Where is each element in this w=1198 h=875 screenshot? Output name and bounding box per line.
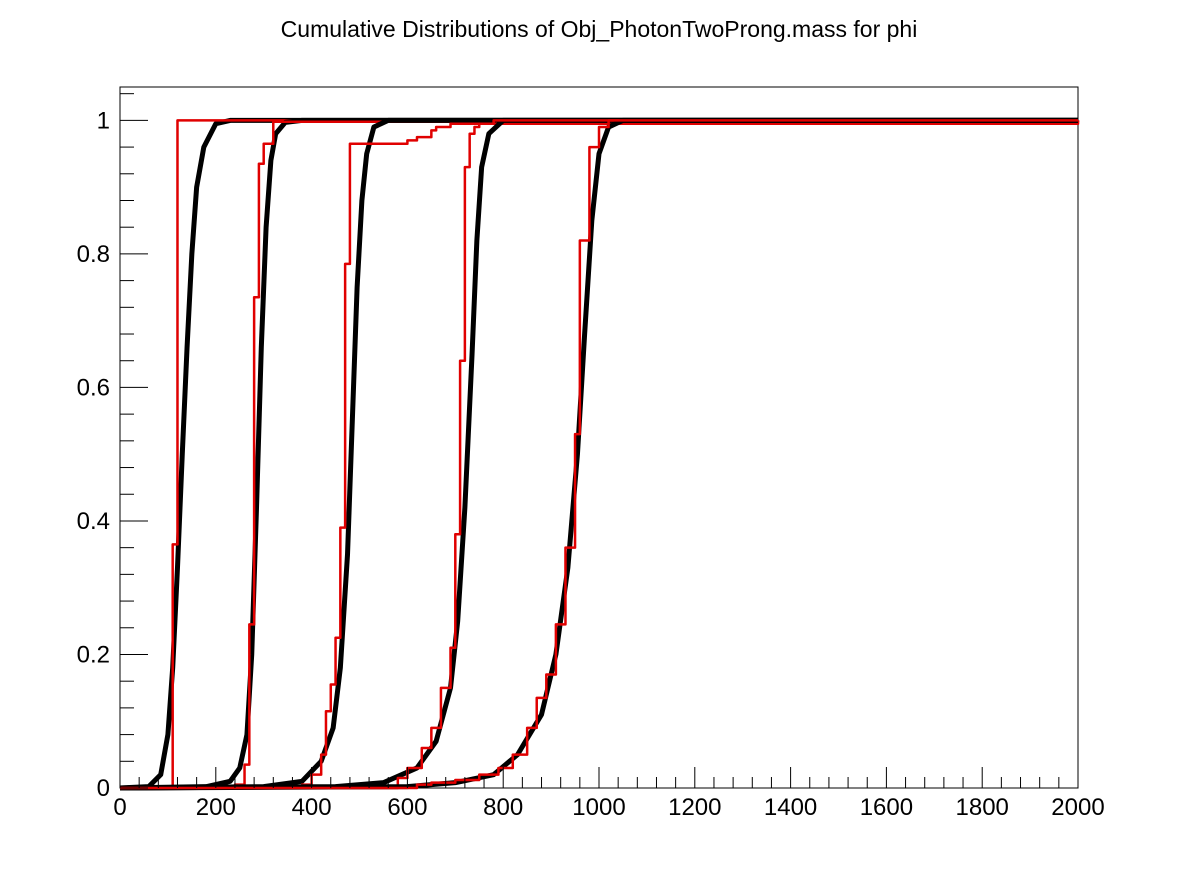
x-tick-label: 800 (483, 794, 523, 821)
x-tick-label: 0 (113, 794, 126, 821)
x-tick-label: 1400 (764, 794, 817, 821)
y-tick-label: 0.6 (77, 374, 110, 401)
y-tick-label: 0 (97, 775, 110, 802)
y-tick-label: 0.4 (77, 508, 110, 535)
series-5-step-line (120, 120, 1080, 790)
series-0-smooth-line (119, 117, 1078, 791)
series-9-step-line (120, 119, 1078, 790)
series-2-smooth-line (119, 117, 1078, 791)
x-tick-label: 2000 (1051, 794, 1104, 821)
series-7-step-line (120, 119, 1078, 790)
series-1-step-line (120, 119, 1078, 790)
x-tick-label: 1800 (956, 794, 1009, 821)
x-tick-label: 1200 (668, 794, 721, 821)
x-tick-label: 1000 (572, 794, 625, 821)
x-tick-label: 200 (196, 794, 236, 821)
y-tick-label: 1 (97, 107, 110, 134)
series-6-smooth-line (119, 117, 1078, 791)
plot-frame (119, 86, 1079, 789)
y-tick-label: 0.8 (77, 241, 110, 268)
chart-title: Cumulative Distributions of Obj_PhotonTw… (280, 16, 918, 42)
series-layer (119, 117, 1080, 791)
series-4-smooth-line (119, 117, 1078, 791)
series-3-step-line (120, 120, 1080, 790)
series-8-smooth-line (119, 117, 1078, 791)
axis-layer: 0 0.2 0.4 0.6 0.8 1 0 200 400 600 800 1000 1200 1400 1… (77, 93, 1105, 821)
x-tick-label: 400 (292, 794, 332, 821)
y-tick-label: 0.2 (77, 641, 110, 668)
x-tick-label: 600 (387, 794, 427, 821)
x-tick-label: 1600 (860, 794, 913, 821)
